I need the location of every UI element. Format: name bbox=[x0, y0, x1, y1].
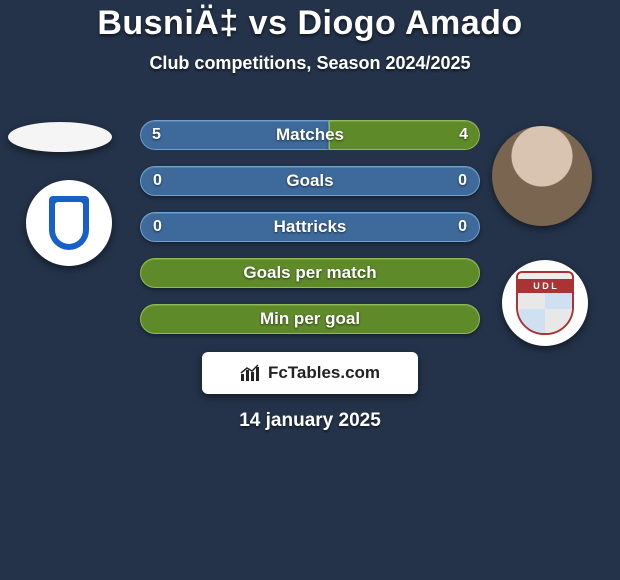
bar-goals-left: 0 bbox=[153, 172, 162, 190]
bar-matches-right: 4 bbox=[459, 126, 468, 144]
club-right-badge: U D L bbox=[502, 260, 588, 346]
brand-text: FcTables.com bbox=[268, 363, 380, 383]
bar-goals-per-match: Goals per match bbox=[140, 258, 480, 288]
bar-matches: 5 Matches 4 bbox=[140, 120, 480, 150]
stat-bars: 5 Matches 4 0 Goals 0 0 Hattricks 0 Goal… bbox=[140, 120, 480, 350]
club-right-crest: U D L bbox=[516, 271, 574, 335]
bar-gpm-label: Goals per match bbox=[243, 263, 376, 283]
bar-min-per-goal: Min per goal bbox=[140, 304, 480, 334]
club-left-crest bbox=[49, 196, 89, 250]
bar-goals-label: Goals bbox=[286, 171, 333, 191]
bar-mpg-label: Min per goal bbox=[260, 309, 360, 329]
bar-matches-label: Matches bbox=[140, 125, 480, 145]
bar-hattricks-label: Hattricks bbox=[274, 217, 347, 237]
brand-chart-icon bbox=[240, 364, 262, 382]
page-subtitle: Club competitions, Season 2024/2025 bbox=[0, 53, 620, 74]
club-right-crest-letters: U D L bbox=[518, 279, 572, 293]
bar-hattricks: 0 Hattricks 0 bbox=[140, 212, 480, 242]
bar-hattricks-left: 0 bbox=[153, 218, 162, 236]
brand-badge: FcTables.com bbox=[202, 352, 418, 394]
comparison-date: 14 january 2025 bbox=[0, 410, 620, 432]
bar-goals-right: 0 bbox=[458, 172, 467, 190]
player-left-avatar bbox=[8, 122, 112, 152]
bar-goals: 0 Goals 0 bbox=[140, 166, 480, 196]
club-left-badge bbox=[26, 180, 112, 266]
bar-hattricks-right: 0 bbox=[458, 218, 467, 236]
page-title: BusniÄ‡ vs Diogo Amado bbox=[0, 0, 620, 43]
player-right-avatar bbox=[492, 126, 592, 226]
